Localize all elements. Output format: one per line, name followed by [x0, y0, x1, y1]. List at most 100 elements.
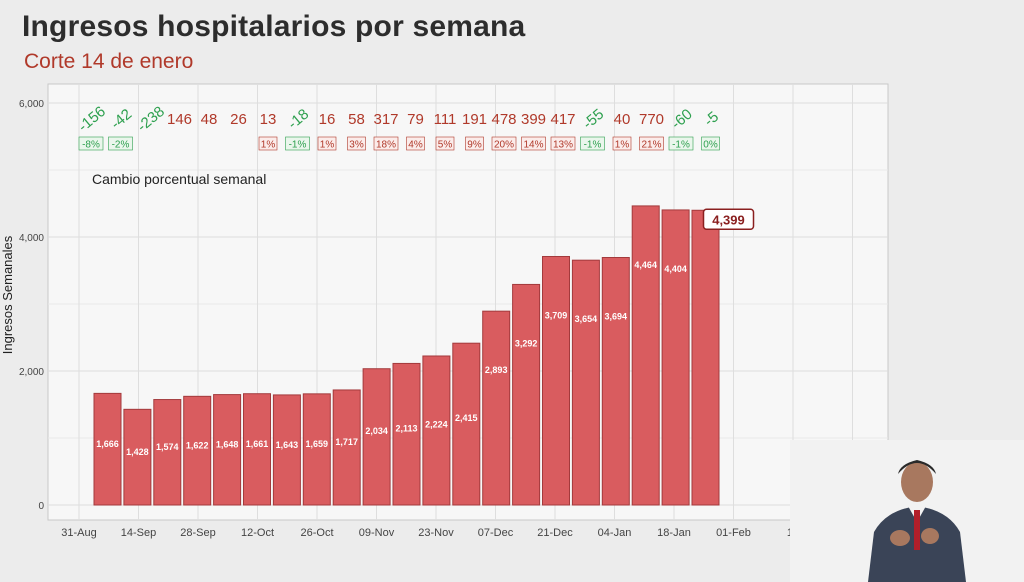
weekly-change-pct: -8% [82, 140, 100, 151]
x-tick-label: 14-Sep [121, 527, 156, 539]
weekly-change-pct: 1% [261, 140, 276, 151]
weekly-change-pct-box [406, 136, 425, 151]
x-tick-label: 26-Oct [300, 527, 333, 539]
sign-language-interpreter [790, 440, 1024, 582]
x-tick-label: 28-Sep [180, 527, 215, 539]
weekly-change-pct: 1% [615, 140, 630, 151]
y-axis-label: Ingresos Semanales [0, 235, 15, 354]
bar-value-label: 1,428 [126, 447, 149, 457]
bar [272, 394, 301, 506]
weekly-change-pct-box [347, 136, 366, 151]
y-tick-label: 4,000 [19, 233, 44, 244]
weekly-change-pct: -1% [584, 140, 602, 151]
bar [452, 342, 481, 506]
bar-value-label: 1,622 [186, 440, 209, 450]
weekly-change-pct-box [108, 136, 133, 151]
bar [123, 408, 152, 506]
weekly-change-pct: 9% [467, 140, 482, 151]
weekly-change-value: 317 [373, 111, 398, 128]
weekly-change-value: 399 [521, 111, 546, 128]
bar-value-label: 2,224 [425, 420, 448, 430]
weekly-change-value: 191 [462, 111, 487, 128]
weekly-change-pct-box [521, 136, 546, 151]
weekly-change-pct: 21% [641, 140, 661, 151]
weekly-change-pct: 14% [523, 140, 543, 151]
bar [601, 257, 630, 506]
bar-value-label: 4,404 [664, 264, 687, 274]
weekly-change-value: 146 [167, 111, 192, 128]
bar [362, 368, 391, 506]
bar-value-label: 2,415 [455, 413, 478, 423]
weekly-change-pct: 20% [494, 140, 514, 151]
weekly-change-pct-box [668, 136, 694, 151]
highlight-value-label: 4,399 [712, 212, 745, 227]
weekly-change-pct-box [639, 136, 664, 151]
weekly-change-pct-box [550, 136, 576, 151]
weekly-change-value: 26 [230, 111, 247, 128]
bar-value-label: 1,643 [276, 440, 299, 450]
bar [631, 205, 660, 506]
x-tick-label: 01-Feb [716, 527, 751, 539]
x-tick-label: 07-Dec [478, 527, 514, 539]
weekly-change-pct-box [285, 136, 310, 151]
bar [183, 395, 212, 506]
bar-value-label: 1,661 [246, 439, 269, 449]
bar-value-label: 2,034 [365, 426, 388, 436]
x-tick-label: 21-Dec [537, 527, 573, 539]
weekly-change-pct: 4% [408, 140, 423, 151]
x-tick-label: 23-Nov [418, 527, 454, 539]
bar-value-label: 1,574 [156, 442, 179, 452]
weekly-change-value: 16 [319, 111, 336, 128]
x-tick-label: 09-Nov [359, 527, 395, 539]
weekly-change-value: 58 [348, 111, 365, 128]
bar [691, 209, 720, 506]
bar-value-label: 1,717 [335, 437, 358, 447]
bar [661, 209, 690, 506]
x-tick-label: 04-Jan [598, 527, 632, 539]
weekly-change-pct-box [612, 136, 632, 151]
weekly-change-pct-box [258, 136, 278, 151]
weekly-change-value: 478 [491, 111, 516, 128]
bar-value-label: 2,893 [485, 365, 508, 375]
weekly-change-pct: 3% [349, 140, 364, 151]
y-tick-label: 2,000 [19, 367, 44, 378]
weekly-change-pct-box [701, 136, 720, 151]
bar-value-label: 2,113 [395, 423, 417, 433]
weekly-change-value: 48 [201, 111, 218, 128]
weekly-change-value: 770 [639, 111, 664, 128]
bar [512, 283, 541, 506]
chart-subtitle: Corte 14 de enero [24, 50, 194, 73]
bar [153, 399, 182, 506]
x-tick-label: 12-Oct [241, 527, 274, 539]
bar [93, 392, 122, 506]
bar-value-label: 3,709 [545, 310, 568, 320]
weekly-change-value: 79 [407, 111, 424, 128]
weekly-change-pct-box [491, 136, 517, 151]
weekly-change-pct: 5% [438, 140, 453, 151]
bar [332, 389, 361, 506]
highlight-label-box [702, 208, 755, 231]
y-tick-label: 6,000 [19, 99, 44, 110]
bar-value-label: 1,659 [306, 439, 329, 449]
bar [571, 259, 600, 506]
weekly-change-pct-box [465, 136, 484, 151]
weekly-change-pct-box [317, 136, 337, 151]
bar [392, 362, 421, 506]
chart-title: Ingresos hospitalarios por semana [22, 10, 526, 43]
weekly-change-pct-box [580, 136, 605, 151]
weekly-change-pct: -1% [289, 140, 307, 151]
bar [422, 355, 451, 506]
weekly-change-value: 417 [550, 111, 575, 128]
weekly-change-value: 40 [614, 111, 631, 128]
bar-value-label: 3,654 [575, 314, 598, 324]
bar-value-label: 1,648 [216, 440, 239, 450]
x-tick-label: 31-Aug [61, 527, 96, 539]
weekly-change-value: 13 [260, 111, 277, 128]
weekly-change-pct: -2% [112, 140, 130, 151]
weekly-change-pct-box [435, 136, 455, 151]
bar [482, 310, 511, 506]
weekly-change-value: 111 [434, 111, 457, 128]
bar [542, 255, 570, 506]
bar [243, 393, 271, 506]
